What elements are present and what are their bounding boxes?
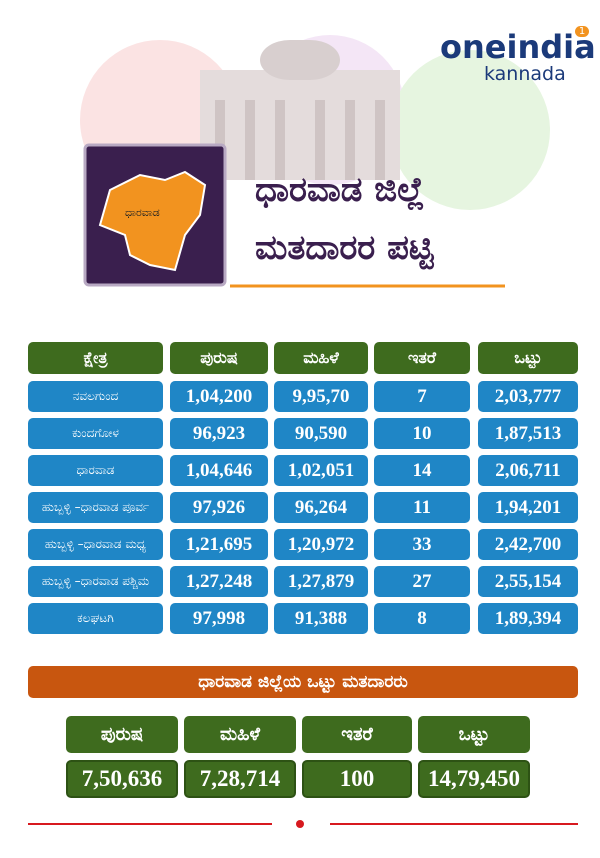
title-line2: ಮತದಾರರ ಪಟ್ಟಿ xyxy=(255,228,434,268)
table-value: 11 xyxy=(374,492,470,523)
constituency: ನವಲಗುಂದ xyxy=(28,381,163,412)
summary-value: 7,50,636 xyxy=(66,760,178,798)
table-value: 1,21,695 xyxy=(170,529,268,560)
table-value: 96,264 xyxy=(274,492,368,523)
table-value: 97,998 xyxy=(170,603,268,634)
table-value: 8 xyxy=(374,603,470,634)
title-line1: ಧಾರವಾಡ ಜಿಲ್ಲೆ xyxy=(255,170,425,210)
table-value: 97,926 xyxy=(170,492,268,523)
table-value: 1,04,200 xyxy=(170,381,268,412)
table-header: ಇತರೆ xyxy=(374,342,470,374)
table-header: ಮಹಿಳೆ xyxy=(274,342,368,374)
table-value: 10 xyxy=(374,418,470,449)
table-value: 1,94,201 xyxy=(478,492,578,523)
summary-value: 7,28,714 xyxy=(184,760,296,798)
table-value: 27 xyxy=(374,566,470,597)
table-value: 91,388 xyxy=(274,603,368,634)
summary-header: ಮಹಿಳೆ xyxy=(184,716,296,753)
table-header: ಕ್ಷೇತ್ರ xyxy=(28,342,163,374)
header-art xyxy=(80,35,550,288)
table-value: 1,02,051 xyxy=(274,455,368,486)
table-value: 96,923 xyxy=(170,418,268,449)
table-value: 1,27,879 xyxy=(274,566,368,597)
brand-sub: kannada xyxy=(484,63,566,85)
summary-header: ಒಟ್ಟು xyxy=(418,716,530,753)
constituency: ಹುಬ್ಬಳ್ಳಿ –ಧಾರವಾಡ ಪಶ್ಚಿಮ xyxy=(28,566,163,597)
constituency: ಧಾರವಾಡ xyxy=(28,455,163,486)
table-header: ಒಟ್ಟು xyxy=(478,342,578,374)
table-value: 7 xyxy=(374,381,470,412)
brand-name: oneindia xyxy=(440,28,596,66)
table-value: 1,89,394 xyxy=(478,603,578,634)
constituency: ಹುಬ್ಬಳ್ಳಿ –ಧಾರವಾಡ ಪೂರ್ವ xyxy=(28,492,163,523)
constituency: ಹುಬ್ಬಳ್ಳಿ –ಧಾರವಾಡ ಮಧ್ಯ xyxy=(28,529,163,560)
footer-rule xyxy=(28,820,578,828)
summary-header: ಪುರುಷ xyxy=(66,716,178,753)
table-value: 33 xyxy=(374,529,470,560)
brand-badge: 1 xyxy=(575,26,589,37)
table-value: 14 xyxy=(374,455,470,486)
summary-title: ಧಾರವಾಡ ಜಿಲ್ಲೆಯ ಒಟ್ಟು ಮತದಾರರು xyxy=(28,666,578,698)
table-value: 90,590 xyxy=(274,418,368,449)
constituency: ಕಲಘಟಗಿ xyxy=(28,603,163,634)
table-value: 2,06,711 xyxy=(478,455,578,486)
table-value: 1,20,972 xyxy=(274,529,368,560)
summary-value: 100 xyxy=(302,760,412,798)
table-value: 2,03,777 xyxy=(478,381,578,412)
table-value: 1,87,513 xyxy=(478,418,578,449)
table-value: 2,55,154 xyxy=(478,566,578,597)
map-label: ಧಾರವಾಡ xyxy=(125,206,160,219)
table-value: 1,27,248 xyxy=(170,566,268,597)
summary-value: 14,79,450 xyxy=(418,760,530,798)
summary-header: ಇತರೆ xyxy=(302,716,412,753)
constituency: ಕುಂದಗೋಳ xyxy=(28,418,163,449)
table-value: 9,95,70 xyxy=(274,381,368,412)
table-value: 1,04,646 xyxy=(170,455,268,486)
table-header: ಪುರುಷ xyxy=(170,342,268,374)
table-value: 2,42,700 xyxy=(478,529,578,560)
